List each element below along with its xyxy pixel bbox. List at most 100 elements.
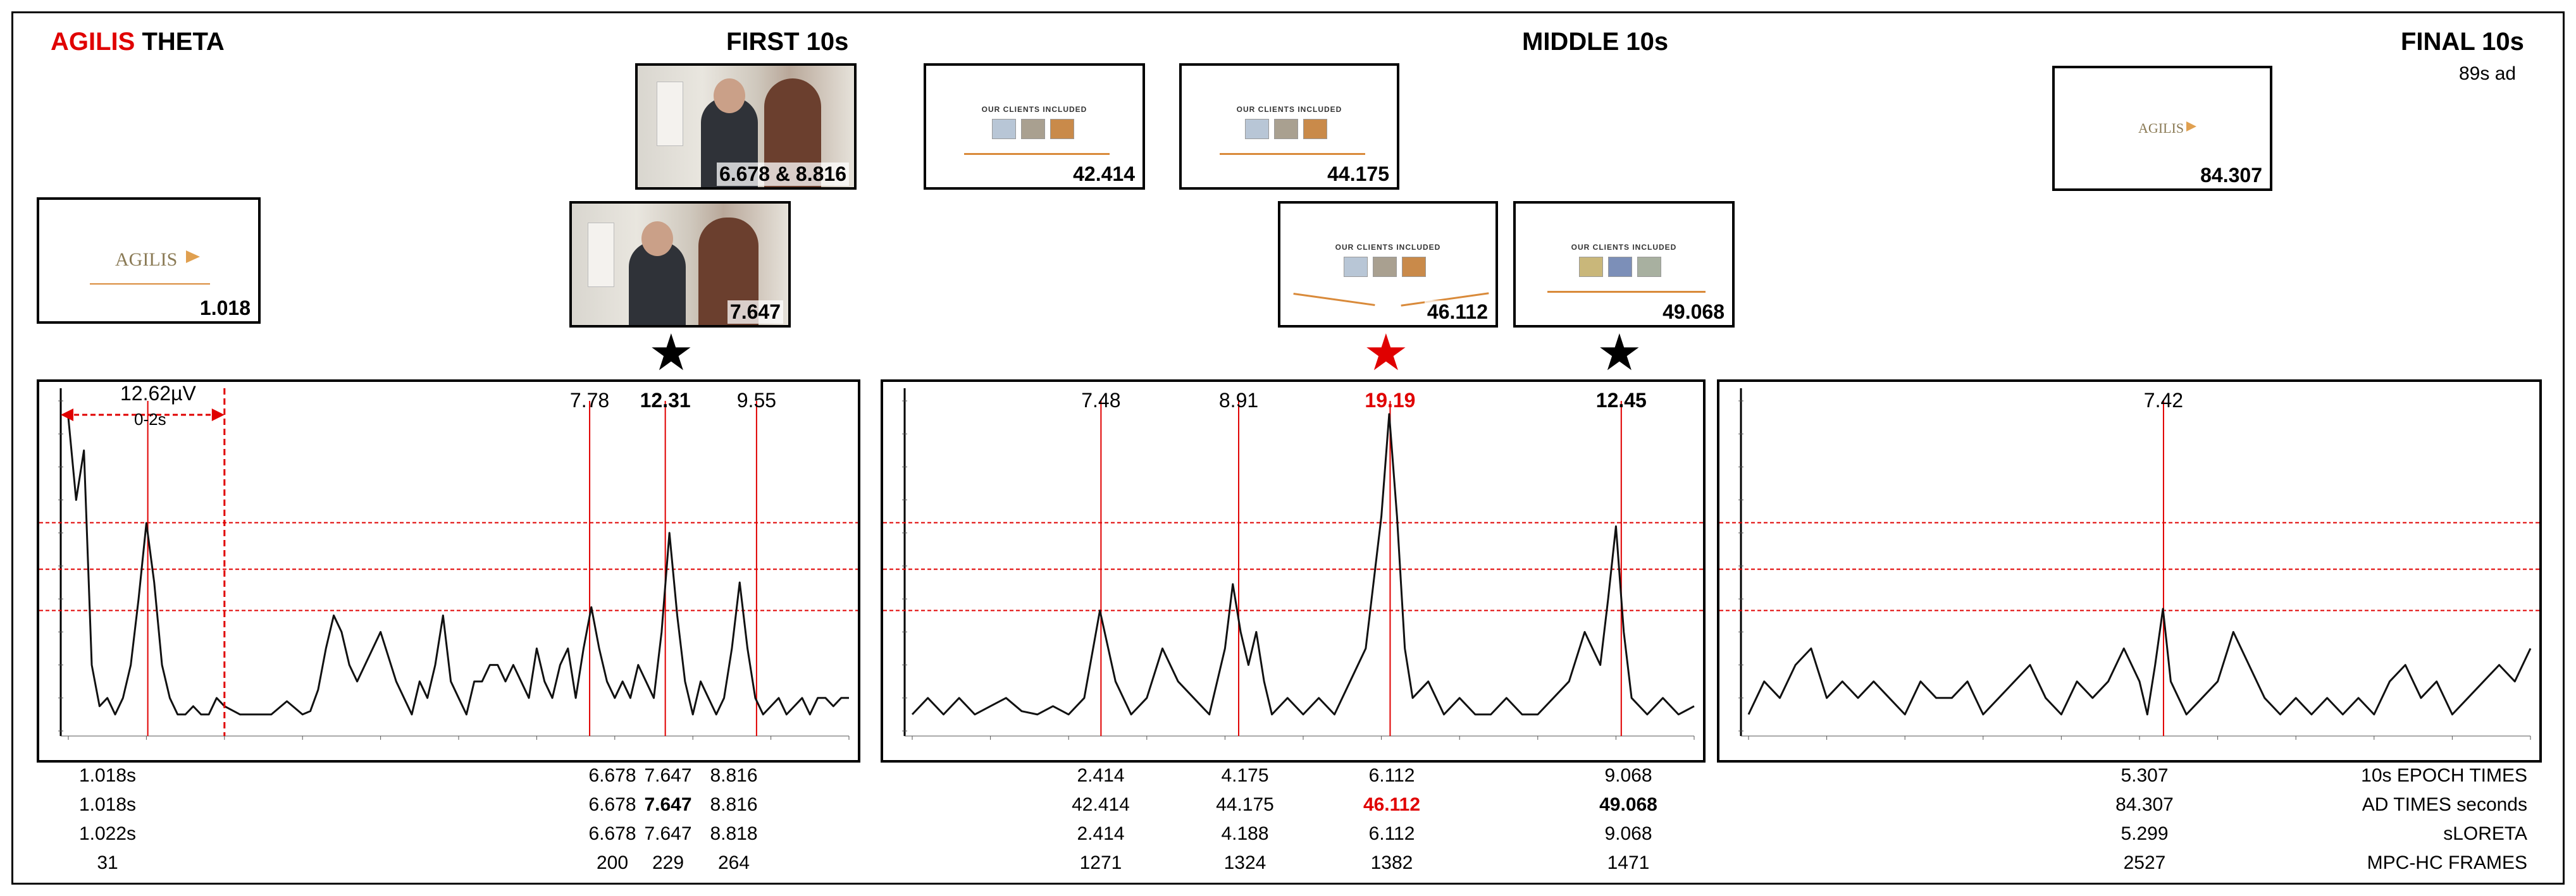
chart-panel-middle: 7.48 8.91 19.19 12.45: [881, 379, 1706, 763]
man-head: [714, 78, 745, 113]
table-cell: 1471: [1607, 852, 1650, 873]
thumbnail-time: 7.647: [727, 300, 783, 324]
clients-caption: [1220, 153, 1365, 155]
whiteboard: [588, 223, 614, 287]
thumbnail-6678-8816: 6.678 & 8.816: [635, 63, 857, 190]
agilis-logo: AGILIS: [115, 249, 178, 270]
table-cell: 8.816: [710, 794, 758, 815]
table-cell: 4.175: [1221, 765, 1269, 786]
whiteboard: [657, 82, 683, 146]
table-cell: 1.022s: [78, 823, 137, 844]
theta-series-line: [1747, 608, 2532, 716]
table-row-label: MPC-HC FRAMES: [2367, 852, 2527, 873]
clients-caption-left: [1293, 292, 1375, 307]
peak-label: 7.78: [570, 389, 609, 412]
title-brand: AGILIS: [51, 28, 135, 56]
table-cell: 5.307: [2121, 765, 2169, 786]
table-cell: 264: [717, 852, 750, 873]
man-head: [641, 221, 673, 256]
figure-frame: [11, 11, 2565, 885]
table-cell: 1.018s: [78, 765, 137, 786]
table-cell: 2.414: [1077, 823, 1125, 844]
arrow-head-left: [61, 408, 73, 421]
client-image: [1402, 257, 1426, 277]
table-cell: 9.068: [1604, 765, 1652, 786]
client-image: [1637, 257, 1661, 277]
agilis-logo: AGILIS: [2138, 120, 2184, 136]
first-10s-label: FIRST 10s: [726, 28, 849, 56]
table-cell: 1324: [1223, 852, 1266, 873]
thumbnail-time: 42.414: [1070, 163, 1137, 186]
final-10s-label: FINAL 10s: [2401, 28, 2524, 56]
table-cell: 9.068: [1604, 823, 1652, 844]
client-image: [1050, 119, 1074, 139]
logo-arrow-icon: [186, 250, 200, 263]
peak-label: 8.91: [1219, 389, 1258, 412]
thumbnail-7647: 7.647: [569, 201, 791, 328]
thumbnail-time: 1.018: [197, 297, 253, 320]
thumbnail-46112: OUR CLIENTS INCLUDED 46.112: [1278, 201, 1498, 328]
window-label: 0-2s: [134, 410, 166, 429]
table-cell: 44.175: [1216, 794, 1274, 815]
client-image: [1021, 119, 1045, 139]
client-image: [1344, 257, 1368, 277]
thumbnail-1018: AGILIS 1.018: [37, 197, 261, 324]
table-cell: 200: [596, 852, 629, 873]
table-cell: 1271: [1079, 852, 1122, 873]
table-cell: 1.018s: [78, 794, 137, 815]
thumbnail-44175: OUR CLIENTS INCLUDED 44.175: [1179, 63, 1399, 190]
theta-series-line: [911, 413, 1695, 716]
thumbnail-time: 46.112: [1424, 300, 1490, 324]
thumbnail-42414: OUR CLIENTS INCLUDED 42.414: [924, 63, 1145, 190]
table-cell: 7.647: [644, 823, 692, 844]
thumbnail-time: 44.175: [1325, 163, 1392, 186]
client-image: [1303, 119, 1327, 139]
table-cell: 6.112: [1368, 765, 1415, 786]
table-cell: 49.068: [1599, 794, 1657, 815]
logo-arrow-icon: [2186, 121, 2196, 132]
peak-label: 9.55: [737, 389, 776, 412]
table-row-label: AD TIMES seconds: [2362, 794, 2527, 815]
clients-heading: OUR CLIENTS INCLUDED: [1335, 243, 1441, 252]
client-image: [1274, 119, 1298, 139]
arrow-head-right: [211, 408, 225, 421]
table-cell: 8.816: [710, 765, 758, 786]
table-cell: 229: [652, 852, 684, 873]
table-cell: 46.112: [1363, 794, 1421, 815]
table-cell: 42.414: [1072, 794, 1130, 815]
title-rest: THETA: [135, 28, 225, 56]
table-cell: 6.678: [588, 794, 636, 815]
ad-length: 89s ad: [2459, 63, 2517, 84]
peak-label: 7.42: [2144, 389, 2183, 412]
amplitude-label: 12.62µV: [120, 382, 196, 405]
peak-label: 12.31: [640, 389, 691, 412]
table-row-label: 10s EPOCH TIMES: [2361, 765, 2527, 786]
client-image: [992, 119, 1016, 139]
star-icon: ★: [648, 324, 694, 381]
clients-caption: [964, 153, 1110, 155]
thumbnail-time: 6.678 & 8.816: [716, 163, 849, 186]
peak-label: 7.48: [1081, 389, 1120, 412]
table-cell: 6.678: [588, 765, 636, 786]
table-cell: 7.647: [644, 765, 692, 786]
thumbnail-time: 84.307: [2198, 164, 2265, 187]
clients-heading: OUR CLIENTS INCLUDED: [1236, 105, 1342, 114]
client-image: [1579, 257, 1603, 277]
table-cell: 5.299: [2121, 823, 2169, 844]
logo-tagline: [90, 283, 210, 285]
thumbnail-time: 49.068: [1660, 300, 1727, 324]
middle-10s-label: MIDDLE 10s: [1522, 28, 1669, 56]
chart-panel-first: 7.78 12.31 9.55: [37, 379, 860, 763]
table-cell: 84.307: [2115, 794, 2174, 815]
table-cell: 2527: [2123, 852, 2166, 873]
client-image: [1608, 257, 1632, 277]
table-cell: 31: [97, 852, 118, 873]
table-cell: 4.188: [1221, 823, 1269, 844]
star-icon-red: ★: [1363, 324, 1409, 381]
star-icon: ★: [1597, 324, 1642, 381]
peak-label: 12.45: [1596, 389, 1647, 412]
table-cell: 7.647: [644, 794, 692, 815]
client-image: [1245, 119, 1269, 139]
table-cell: 2.414: [1077, 765, 1125, 786]
client-image: [1373, 257, 1397, 277]
